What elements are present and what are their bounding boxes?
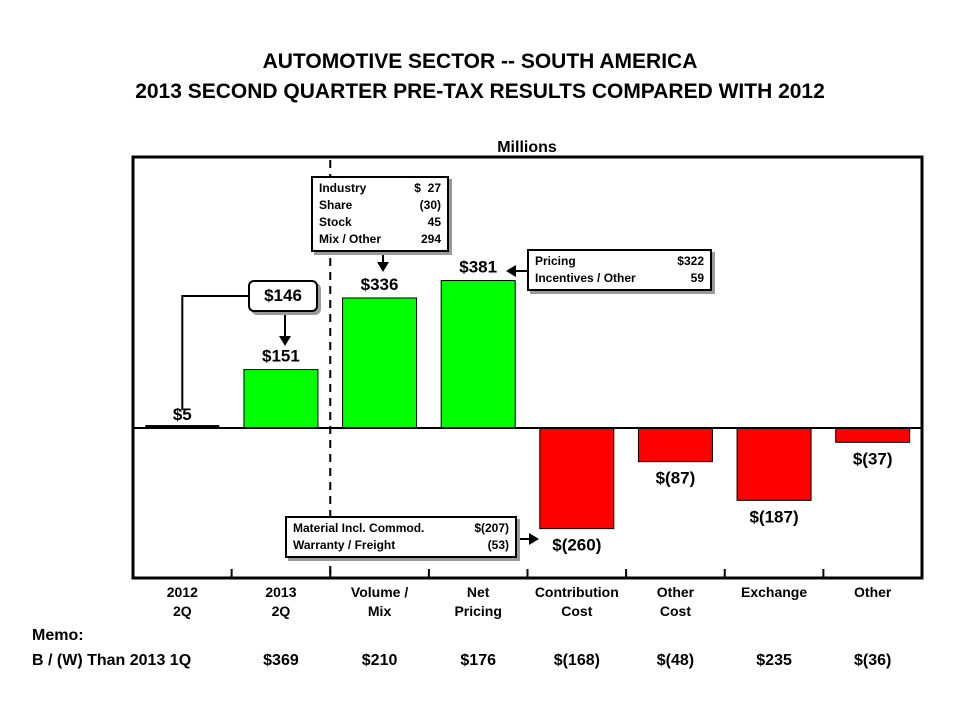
cost-breakdown-row-label: Warranty / Freight xyxy=(293,538,396,552)
category-label-2-line2: Mix xyxy=(368,603,392,619)
category-label-5-line1: Other xyxy=(657,584,695,600)
volume-breakdown-row-label: Share xyxy=(319,198,353,212)
category-label-2-line1: Volume / xyxy=(351,584,408,600)
value-label-3: $381 xyxy=(459,258,497,277)
value-label-1: $151 xyxy=(262,347,300,366)
bar-3 xyxy=(440,280,516,429)
memo-row-label: B / (W) Than 2013 1Q xyxy=(32,652,192,669)
chart-title-line-2: 2013 SECOND QUARTER PRE-TAX RESULTS COMP… xyxy=(135,80,825,103)
category-label-6-line1: Exchange xyxy=(741,584,807,600)
memo-value-5: $235 xyxy=(756,652,792,669)
memo-value-4: $(48) xyxy=(656,652,695,669)
bar-7 xyxy=(835,427,911,443)
volume-breakdown-row-value: $ 27 xyxy=(414,181,441,195)
value-label-6: $(187) xyxy=(749,507,798,526)
bar-2 xyxy=(342,297,418,429)
callout-arrow-head xyxy=(279,336,291,346)
pricing-breakdown-row-label: Incentives / Other xyxy=(535,271,636,285)
memo-title: Memo: xyxy=(32,627,84,644)
volume-breakdown-row-2: Stock 45 xyxy=(319,214,441,231)
unit-label: Millions xyxy=(497,139,557,156)
value-label-7: $(37) xyxy=(853,449,893,468)
pricing-box-arrow-head xyxy=(506,265,516,277)
volume-breakdown-row-label: Industry xyxy=(319,181,367,195)
volume-breakdown-row-value: 294 xyxy=(420,232,441,246)
category-label-7-line1: Other xyxy=(854,584,892,600)
volume-breakdown-row-value: 45 xyxy=(427,215,441,229)
category-label-4-line1: Contribution xyxy=(535,584,619,600)
contribution-cost-breakdown-box: Material Incl. Commod. $(207) Warranty / F… xyxy=(285,516,517,558)
pricing-breakdown-row-value: 59 xyxy=(690,271,704,285)
pricing-breakdown-row-label: Pricing xyxy=(535,254,576,268)
net-pricing-breakdown-box: Pricing $322 Incentives / Other 59 xyxy=(527,249,712,291)
category-label-3-line2: Pricing xyxy=(454,603,501,619)
volume-breakdown-row-label: Mix / Other xyxy=(319,232,382,246)
volume-box-arrow-head xyxy=(377,262,389,272)
cost-breakdown-row-label: Material Incl. Commod. xyxy=(293,521,425,535)
pricing-breakdown-row-1: Incentives / Other 59 xyxy=(535,270,704,287)
change-callout-box: $146 xyxy=(248,280,318,312)
value-label-0: $5 xyxy=(173,405,192,424)
volume-breakdown-row-value: (30) xyxy=(419,198,441,212)
memo-value-2: $176 xyxy=(460,652,496,669)
memo-value-1: $210 xyxy=(361,652,398,669)
bar-4 xyxy=(539,427,615,530)
volume-breakdown-row-1: Share (30) xyxy=(319,197,441,214)
value-label-4: $(260) xyxy=(552,536,601,555)
plot-frame xyxy=(131,155,924,580)
bar-6 xyxy=(736,427,812,501)
cost-box-arrow-head xyxy=(529,533,539,545)
volume-mix-breakdown-box: Industry $ 27 Share (30) Stock 45 Mix / Other 2… xyxy=(311,176,449,252)
memo-value-3: $(168) xyxy=(553,652,600,669)
category-label-1-line1: 2013 xyxy=(265,584,296,600)
pricing-breakdown-row-0: Pricing $322 xyxy=(535,253,704,270)
bar-5 xyxy=(637,427,713,463)
category-label-5-line2: Cost xyxy=(660,603,691,619)
category-label-4-line2: Cost xyxy=(561,603,592,619)
cost-breakdown-row-1: Warranty / Freight (53) xyxy=(293,537,509,554)
memo-value-6: $(36) xyxy=(854,652,892,669)
callout-connector-line xyxy=(181,295,248,410)
volume-breakdown-row-0: Industry $ 27 xyxy=(319,180,441,197)
cost-breakdown-row-value: (53) xyxy=(487,538,509,552)
volume-breakdown-row-label: Stock xyxy=(319,215,352,229)
bar-0 xyxy=(145,425,220,428)
volume-breakdown-row-3: Mix / Other 294 xyxy=(319,231,441,248)
chart-title-line-1: AUTOMOTIVE SECTOR -- SOUTH AMERICA xyxy=(262,50,698,73)
memo-value-0: $369 xyxy=(263,652,299,669)
category-label-1-line2: 2Q xyxy=(272,603,291,619)
value-label-2: $336 xyxy=(361,275,399,294)
category-label-3-line1: Net xyxy=(467,584,490,600)
category-label-0-line2: 2Q xyxy=(173,603,192,619)
value-label-5: $(87) xyxy=(656,469,696,488)
cost-breakdown-row-0: Material Incl. Commod. $(207) xyxy=(293,520,509,537)
bar-1 xyxy=(243,369,319,429)
category-label-0-line1: 2012 xyxy=(167,584,198,600)
pricing-breakdown-row-value: $322 xyxy=(677,254,704,268)
cost-breakdown-row-value: $(207) xyxy=(474,521,509,535)
